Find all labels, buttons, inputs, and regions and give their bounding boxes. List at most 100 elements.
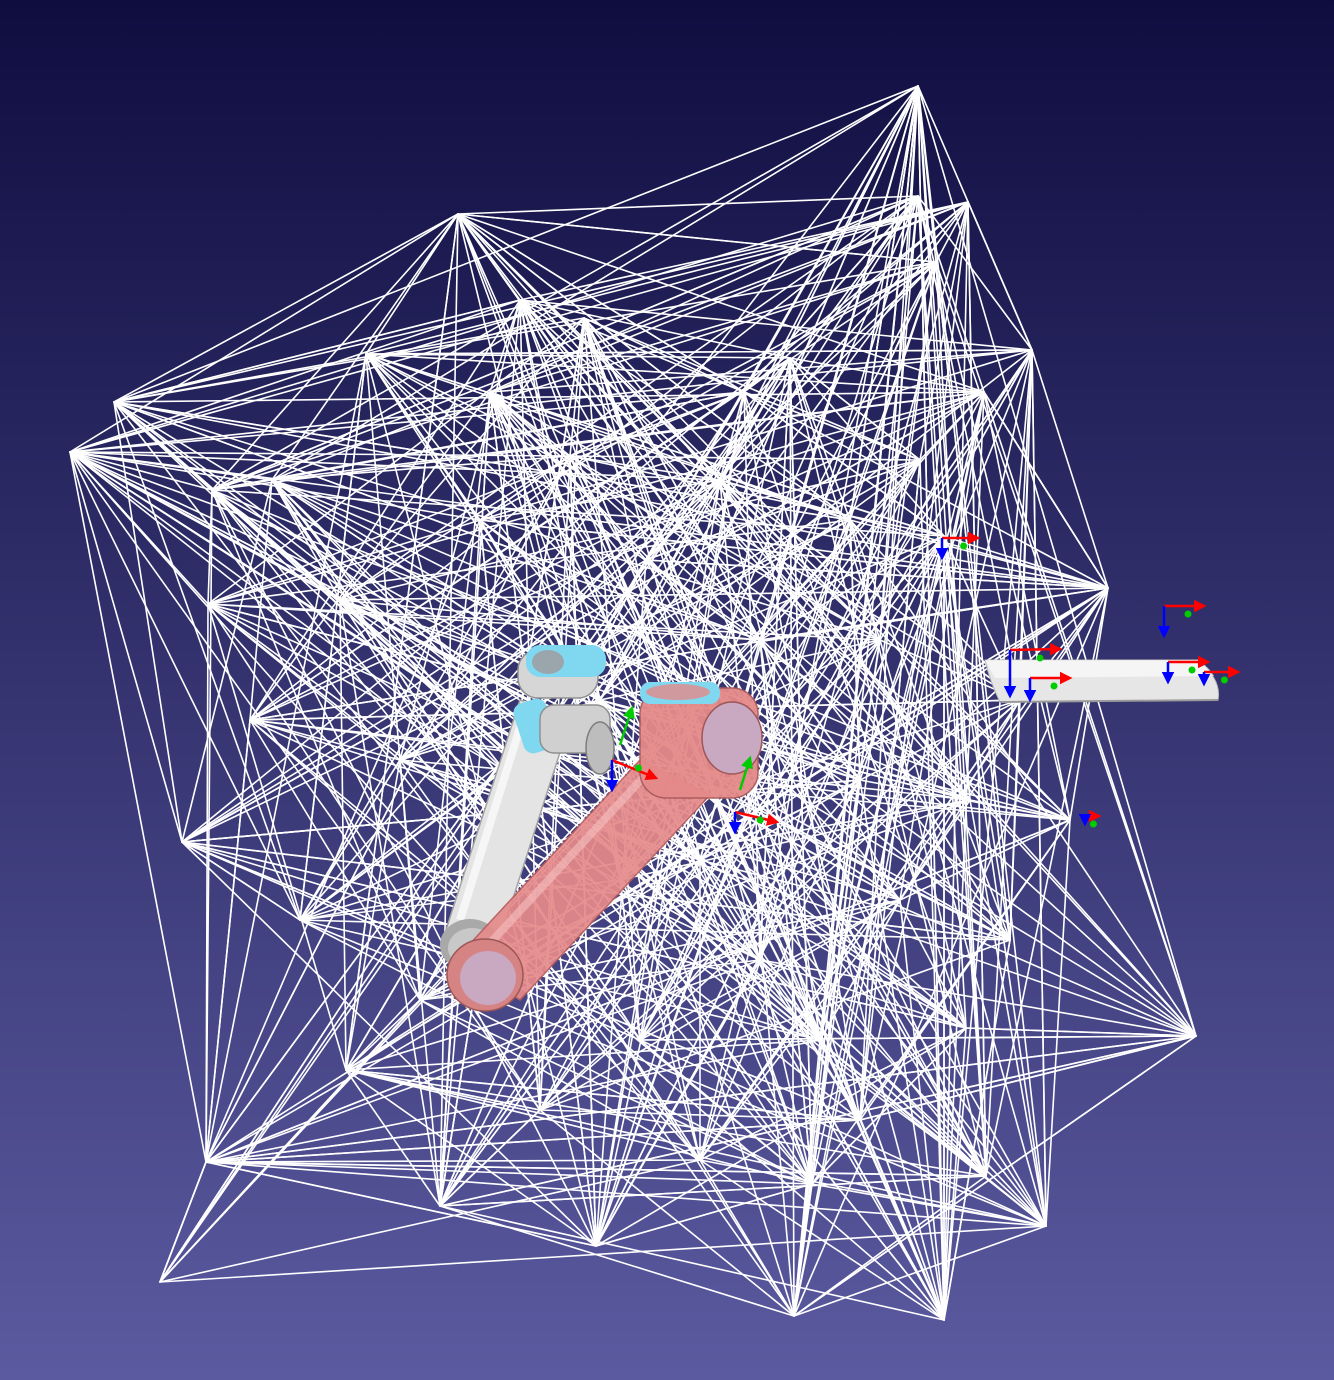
roadmap-edge — [743, 195, 919, 393]
roadmap-edge — [181, 841, 301, 921]
roadmap-edge — [539, 939, 1011, 1111]
roadmap-edge — [719, 391, 985, 481]
roadmap-edge — [935, 201, 969, 263]
roadmap-edge — [789, 357, 881, 641]
roadmap-edge — [439, 1109, 541, 1207]
roadmap-edge — [439, 299, 521, 1207]
roadmap-edge — [983, 391, 1109, 589]
roadmap-edge — [439, 859, 701, 1207]
roadmap-edge — [519, 299, 791, 359]
roadmap-edge — [519, 299, 851, 521]
roadmap-edge — [345, 1069, 861, 1121]
roadmap-edge — [205, 1159, 701, 1163]
roadmap-edge — [699, 959, 761, 1161]
roadmap-edge — [69, 451, 1109, 589]
roadmap-edge — [207, 391, 985, 605]
roadmap-edge — [365, 353, 985, 393]
roadmap-edge — [399, 479, 721, 761]
roadmap-edge — [759, 639, 967, 1029]
roadmap-edge — [519, 299, 1047, 1227]
roadmap-edge — [365, 353, 571, 457]
roadmap-edge — [365, 353, 945, 537]
roadmap-edge — [489, 299, 521, 393]
roadmap-edge — [943, 535, 1047, 1227]
roadmap-edge — [113, 401, 701, 1161]
roadmap-edge — [249, 261, 937, 721]
roadmap-edge — [819, 899, 901, 1041]
roadmap-edge — [793, 1035, 1197, 1317]
roadmap-edge — [619, 799, 971, 881]
roadmap-edge — [211, 489, 1011, 941]
roadmap-edge — [539, 519, 851, 1111]
roadmap-edge — [249, 299, 521, 721]
roadmap-edge — [899, 819, 1071, 901]
roadmap-edge — [69, 451, 481, 521]
roadmap-edge — [699, 859, 1047, 1227]
roadmap-edge — [1031, 349, 1109, 589]
roadmap-edge — [539, 1109, 795, 1317]
roadmap-edge — [211, 213, 459, 491]
roadmap-edge — [699, 535, 945, 861]
roadmap-edge — [859, 1035, 1197, 1121]
roadmap-edge — [205, 1161, 987, 1177]
roadmap-edge — [271, 85, 919, 481]
roadmap-edge — [205, 1161, 597, 1247]
roadmap-edge — [345, 1069, 441, 1207]
roadmap-edge — [789, 357, 987, 1177]
roadmap-edge — [917, 85, 1047, 1227]
frame-axis — [1009, 642, 1063, 656]
roadmap-edge — [69, 451, 761, 961]
roadmap-edge — [645, 357, 791, 561]
roadmap-edge — [211, 489, 421, 1001]
roadmap-edge — [345, 1069, 813, 1185]
roadmap-edge — [159, 1161, 207, 1283]
roadmap-edge — [249, 479, 273, 721]
roadmap-edge — [935, 261, 1011, 941]
roadmap-edge — [113, 85, 919, 403]
roadmap-edge — [299, 353, 367, 921]
roadmap-edge — [489, 391, 851, 521]
roadmap-edge — [113, 401, 301, 921]
frame-y-axis-dot — [1050, 682, 1058, 690]
roadmap-edge — [879, 639, 1047, 1227]
roadmap-edge — [699, 1159, 795, 1317]
roadmap-edge — [159, 1225, 1047, 1283]
frame-y-axis-dot — [1220, 676, 1228, 684]
roadmap-edge — [271, 455, 571, 481]
roadmap-edge — [917, 195, 1033, 351]
roadmap-edge — [181, 201, 969, 843]
roadmap-edge — [113, 401, 851, 521]
roadmap-edge — [743, 391, 921, 461]
roadmap-edge — [699, 349, 1033, 1161]
roadmap-edge — [595, 1183, 813, 1247]
roadmap-edge — [299, 349, 1033, 921]
roadmap-edge — [365, 353, 1011, 941]
roadmap-edge — [519, 299, 861, 781]
roadmap-edge — [645, 85, 919, 561]
roadmap-edge — [399, 459, 921, 761]
roadmap-edge — [789, 357, 795, 1317]
frame-axis — [738, 755, 753, 791]
roadmap-edge — [719, 85, 919, 481]
roadmap-edge — [159, 1159, 701, 1283]
roadmap-edge — [457, 213, 937, 263]
roadmap-edge — [159, 391, 745, 1283]
roadmap-edge — [899, 799, 971, 901]
roadmap-edge — [943, 1027, 967, 1321]
roadmap-edge — [639, 1039, 1047, 1227]
roadmap-edge — [345, 1039, 821, 1071]
roadmap-edge — [793, 1039, 821, 1317]
roadmap-edge — [859, 779, 1071, 821]
frame-axis — [611, 758, 659, 780]
roadmap-edge — [249, 391, 985, 721]
roadmap-edge — [619, 879, 813, 1185]
roadmap-edge — [849, 261, 937, 521]
cylinder-obstacle[interactable] — [984, 659, 1220, 703]
roadmap-edge — [345, 899, 901, 1071]
roadmap-edge — [439, 1205, 945, 1321]
roadmap-edge — [457, 213, 745, 393]
roadmap-edge — [969, 799, 1047, 1227]
roadmap-edge — [205, 603, 209, 1163]
